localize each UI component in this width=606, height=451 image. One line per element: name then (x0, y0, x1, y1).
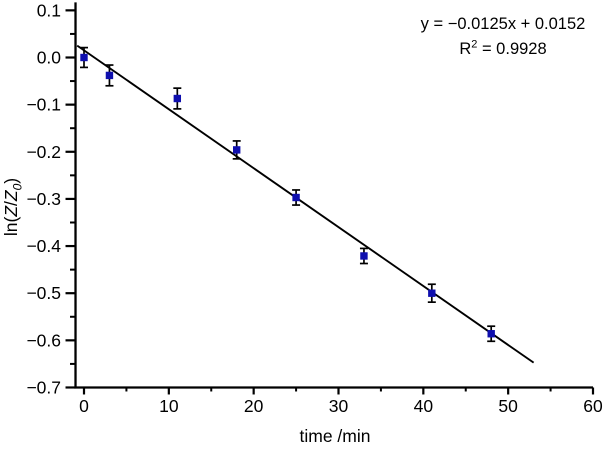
data-point-marker (105, 71, 114, 80)
y-tick-label: −0.1 (26, 95, 61, 115)
data-point-marker (232, 146, 241, 154)
r-squared-value: = 0.9928 (477, 40, 547, 58)
fit-line (76, 44, 535, 364)
y-tick-label: −0.7 (26, 377, 61, 397)
x-tick-label: 10 (159, 396, 179, 416)
r-squared-text: R2 = 0.9928 (399, 37, 606, 62)
fit-equation-annotation: y = −0.0125x + 0.0152 R2 = 0.9928 (399, 12, 606, 62)
data-point-group (105, 64, 114, 87)
y-tick-label: −0.5 (26, 283, 61, 303)
data-point-marker (173, 94, 182, 103)
y-tick-label: −0.4 (26, 236, 61, 256)
data-point-group (292, 189, 301, 206)
y-tick-label: 0.0 (37, 48, 62, 68)
data-point-group (487, 325, 496, 343)
x-tick-label: 40 (414, 396, 434, 416)
y-tick-label: −0.6 (26, 330, 61, 350)
data-point-marker (428, 289, 436, 297)
data-point-marker (80, 53, 88, 62)
y-tick-label: −0.3 (26, 189, 61, 209)
r-squared-symbol: R (459, 40, 472, 58)
y-tick-label: 0.1 (37, 0, 61, 20)
x-axis-title: time /min (299, 426, 371, 446)
x-tick-label: 50 (498, 396, 518, 416)
x-tick-label: 20 (244, 396, 264, 416)
data-point-group (359, 247, 368, 265)
y-axis-title: ln(Z/Z0) (1, 178, 25, 236)
data-point-marker (360, 252, 368, 260)
data-point-marker (487, 330, 495, 338)
r-squared-exponent: 2 (471, 38, 478, 51)
x-tick-label: 60 (583, 396, 603, 416)
fit-equation-text: y = −0.0125x + 0.0152 (420, 15, 586, 33)
data-point-marker (292, 193, 300, 202)
x-tick-label: 0 (79, 396, 89, 416)
data-point-group (427, 283, 436, 304)
data-point-group (232, 140, 241, 160)
x-tick-label: 30 (329, 396, 349, 416)
data-point-group (173, 87, 182, 110)
data-point-group (80, 46, 88, 69)
y-tick-label: −0.2 (26, 142, 61, 162)
